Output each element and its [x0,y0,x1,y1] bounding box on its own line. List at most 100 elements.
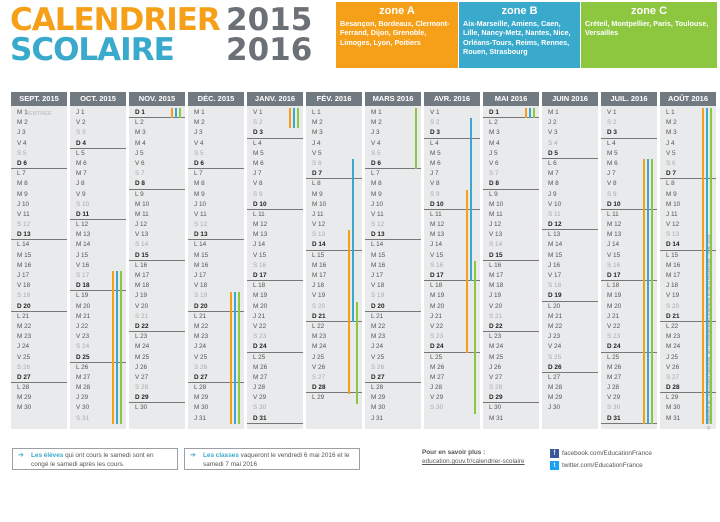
day-row: V 18 [371,282,385,290]
day-row: S 30 [430,404,444,412]
day-row: D 22 [129,322,185,333]
day-row: V 4 [17,139,27,147]
day-row: J 23 [548,333,561,341]
day-row: J 10 [371,200,384,208]
day-row: M 4 [489,139,500,147]
day-row: M 25 [135,353,150,361]
education-link[interactable]: education.gouv.fr/calendrier-scolaire [422,458,525,465]
day-row: V 25 [17,353,31,361]
title-year-2015: 2015 [226,2,313,38]
facebook-icon: f [550,449,559,458]
vacation-bar-zone-c [179,108,181,119]
month-header: MAI 2016 [483,92,539,106]
day-row: M 6 [607,159,618,167]
day-row: S 6 [666,159,676,167]
day-row: M 1 RENTRÉE [11,108,67,118]
day-row: V 29 [253,394,267,402]
day-row: L 14 [194,241,207,249]
day-row: L 4 [607,139,616,147]
day-row: L 14 [17,241,30,249]
day-row: J 24 [17,343,30,351]
day-row: J 3 [17,129,26,137]
more-info-label: Pour en savoir plus : [422,449,486,456]
day-row: J 14 [430,241,443,249]
day-row: S 23 [430,333,444,341]
day-row: M 9 [666,190,677,198]
day-row: M 3 [135,129,146,137]
day-row: M 1 [371,109,382,116]
day-row: D 17 [247,271,303,282]
day-row: D 10 [247,200,303,210]
arrow-icon: ➔ [18,452,24,459]
day-row: J 18 [312,282,325,290]
day-row: L 22 [666,322,679,330]
twitter-link[interactable]: t twitter.com/EducationFrance [550,461,643,470]
day-row: J 4 [312,139,321,147]
day-row: D 21 [660,312,716,322]
day-row: J 5 [489,149,498,157]
more-info: Pour en savoir plus : education.gouv.fr/… [422,448,525,466]
day-row: V 6 [135,159,145,167]
month-header: JUIL. 2016 [601,92,657,106]
vacation-bar-zone-c [533,108,535,119]
day-row: V 27 [489,373,503,381]
day-row: M 3 [312,129,323,137]
day-row: V 1 [430,109,440,116]
day-row: S 20 [666,302,680,310]
day-row: J 26 [489,363,502,371]
day-row: J 28 [430,384,443,392]
facebook-link[interactable]: f facebook.com/EducationFrance [550,449,652,458]
note-saturday-bold: Les élèves [31,452,64,459]
day-row: S 16 [607,261,621,269]
day-row: D 21 [306,312,362,322]
day-row: L 30 [135,404,148,412]
day-row: D 25 [70,353,126,363]
day-row: M 2 [312,119,323,127]
day-row: J 24 [371,343,384,351]
note-saturday-text: qui ont cours le samedi sont en congé le… [31,452,154,468]
day-row: D 10 [424,200,480,210]
day-row: D 12 [542,220,598,231]
day-row: M 15 [194,251,209,259]
day-row: L 6 [548,159,557,167]
day-row: J 17 [371,272,384,279]
day-row: S 17 [76,272,90,279]
zone-c-box: zone C Créteil, Montpellier, Paris, Toul… [581,2,717,68]
day-row: V 8 [253,180,263,188]
day-row: V 20 [489,302,503,310]
day-row: M 30 [194,404,209,412]
day-row: D 27 [365,373,421,384]
day-row: M 29 [194,394,209,402]
day-row: S 12 [194,221,208,229]
day-row: D 28 [660,383,716,394]
day-row: D 31 [601,414,657,424]
day-row: M 11 [135,210,149,218]
day-row: S 9 [430,190,440,198]
day-row: M 30 [666,404,681,412]
day-row: D 27 [188,373,244,384]
day-row: J 21 [253,312,266,320]
day-row: V 22 [607,322,621,330]
day-row: M 26 [607,363,622,371]
day-row: D 6 [188,159,244,170]
day-row: M 6 [76,159,87,167]
day-row: M 9 [371,190,382,198]
day-row: S 11 [548,210,561,218]
title-calendrier: CALENDRIER [10,2,221,38]
day-row: M 3 [666,129,677,137]
day-row: J 17 [17,272,30,279]
day-row: V 5 [312,149,322,157]
day-row: S 26 [194,363,208,371]
day-row: M 24 [135,343,150,351]
twitter-url: twitter.com/EducationFrance [562,462,643,470]
day-row: J 29 [76,394,89,402]
vacation-bar-zone-a [230,291,232,425]
day-row: V 22 [253,322,267,330]
day-row: S 13 [666,231,680,239]
day-row: M 21 [548,312,563,320]
day-row: D 29 [129,393,185,404]
